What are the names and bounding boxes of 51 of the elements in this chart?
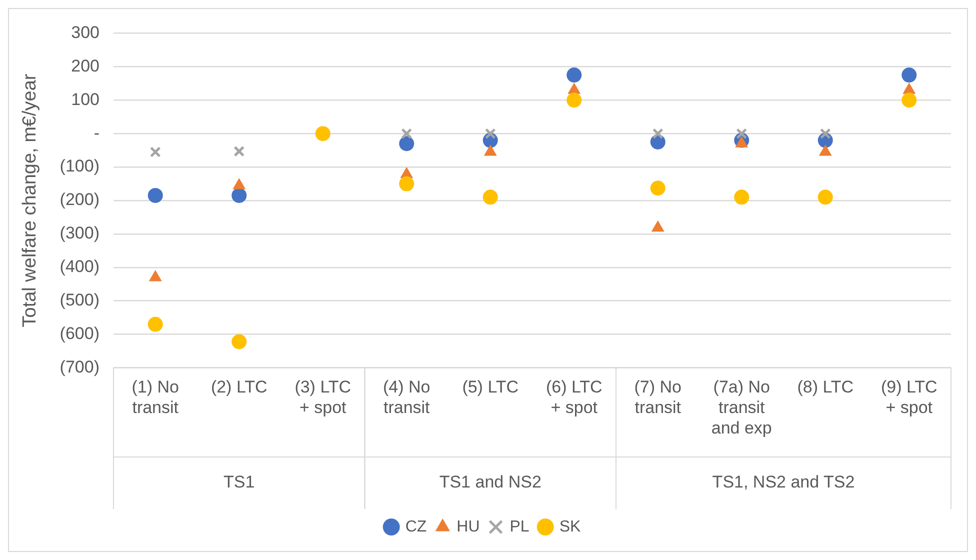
point <box>150 146 161 158</box>
point <box>148 316 163 332</box>
x-tick-label: (3) LTC + spot <box>294 378 352 418</box>
x-tick-label: (7) No transit <box>634 378 682 418</box>
point <box>566 92 582 108</box>
point <box>652 128 664 140</box>
x-tick-label: (7a) No transit and exp <box>711 378 772 438</box>
text: TS1 <box>224 472 255 492</box>
point <box>818 190 833 205</box>
x-tick-label: (2) LTC <box>210 378 268 397</box>
y-tick-label: (300) <box>60 224 100 243</box>
point <box>399 176 414 192</box>
y-tick-label: (200) <box>60 190 100 210</box>
point <box>902 68 917 83</box>
y-tick-label: (600) <box>60 324 100 344</box>
y-tick-label: (700) <box>60 357 100 376</box>
y-tick-label: 300 <box>71 22 100 42</box>
y-axis-title: Total welfare change, m€/year <box>20 73 41 328</box>
point <box>234 146 245 157</box>
y-tick-label: - <box>94 123 100 142</box>
point <box>148 188 163 203</box>
point <box>902 92 917 108</box>
x-tick-label: (8) LTC <box>797 378 854 397</box>
y-tick-label: (400) <box>60 257 100 276</box>
y-tick-label: (100) <box>60 156 100 176</box>
point <box>484 128 496 140</box>
point <box>650 180 666 196</box>
point <box>566 68 582 83</box>
point <box>820 128 831 140</box>
x-tick-label: (1) No transit <box>132 378 179 418</box>
x-tick-label: (9) LTC + spot <box>880 378 938 418</box>
legend-label: CZ <box>405 518 427 536</box>
point <box>399 136 414 152</box>
point <box>232 334 247 350</box>
y-tick-label: 100 <box>71 90 100 109</box>
text: TS1 and NS2 <box>439 472 542 492</box>
point <box>736 128 748 140</box>
x-tick-label: (4) No transit <box>383 378 430 418</box>
point <box>401 128 412 140</box>
point <box>482 190 498 205</box>
legend-label: HU <box>456 518 480 536</box>
point <box>315 126 330 142</box>
x-tick-label: (6) LTC + spot <box>546 378 602 418</box>
y-tick-label: (500) <box>60 290 100 310</box>
legend-label: PL <box>510 518 530 536</box>
x-tick-label: (5) LTC <box>462 378 519 397</box>
legend-label: SK <box>559 518 582 536</box>
text: TS1, NS2 and TS2 <box>712 472 855 492</box>
y-tick-label: 200 <box>71 56 100 76</box>
point <box>734 190 750 205</box>
point <box>232 188 247 203</box>
